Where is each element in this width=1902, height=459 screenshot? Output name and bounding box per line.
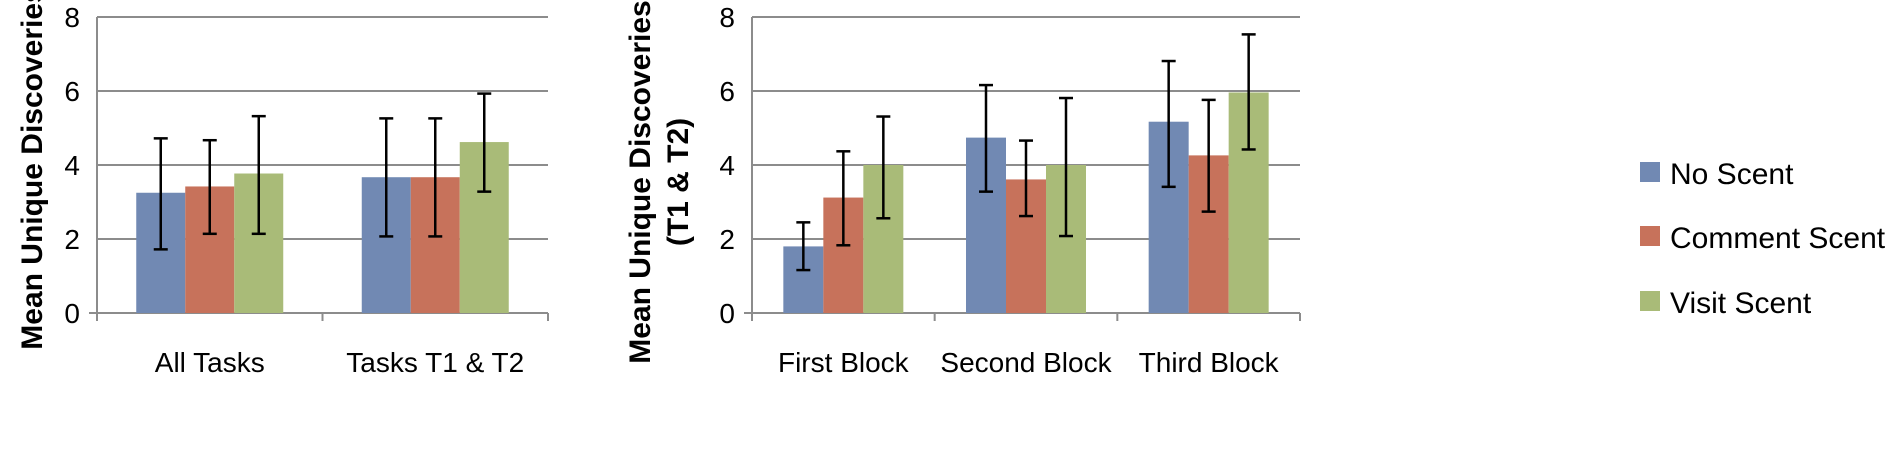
x-category-label: Third Block	[1139, 347, 1280, 378]
chart-all-tasks: 0 2 4 6 8 Mean Unique Discoveries All Tasks Tas…	[16, 0, 549, 378]
y-tick-label: 0	[64, 298, 80, 329]
y-tick-label: 8	[64, 2, 80, 33]
y-tick-label: 6	[719, 76, 735, 107]
y-tick-label: 2	[719, 224, 735, 255]
x-category-label: Second Block	[940, 347, 1112, 378]
x-category-label: First Block	[778, 347, 910, 378]
legend-swatch-no-scent	[1640, 162, 1660, 182]
legend-label-visit-scent: Visit Scent	[1670, 287, 1812, 320]
legend-item-comment-scent: Comment Scent	[1640, 222, 1886, 255]
x-category-label: All Tasks	[155, 347, 265, 378]
y-tick-label: 0	[719, 298, 735, 329]
y-tick-label: 6	[64, 76, 80, 107]
legend-swatch-comment-scent	[1640, 226, 1660, 246]
y-tick-label: 8	[719, 2, 735, 33]
y-axis-label-line: Mean Unique Discoveries	[624, 0, 657, 363]
y-axis-label: Mean Unique Discoveries	[16, 0, 49, 350]
legend-label-comment-scent: Comment Scent	[1670, 222, 1886, 255]
legend-item-visit-scent: Visit Scent	[1640, 287, 1812, 320]
y-axis-label: Mean Unique Discoveries (T1 & T2)	[624, 0, 695, 363]
legend: No Scent Comment Scent Visit Scent	[1640, 158, 1886, 320]
x-category-label: Tasks T1 & T2	[346, 347, 524, 378]
legend-swatch-visit-scent	[1640, 291, 1660, 311]
y-axis-label-line: Mean Unique Discoveries	[16, 0, 49, 350]
y-tick-label: 4	[64, 150, 80, 181]
y-axis-label-line: (T1 & T2)	[662, 118, 695, 246]
chart-by-block: 0 2 4 6 8 Mean Unique Discoveries (T1 & T2) Fir…	[624, 0, 1301, 378]
legend-item-no-scent: No Scent	[1640, 158, 1794, 191]
y-tick-label: 4	[719, 150, 735, 181]
legend-label-no-scent: No Scent	[1670, 158, 1794, 191]
y-tick-label: 2	[64, 224, 80, 255]
